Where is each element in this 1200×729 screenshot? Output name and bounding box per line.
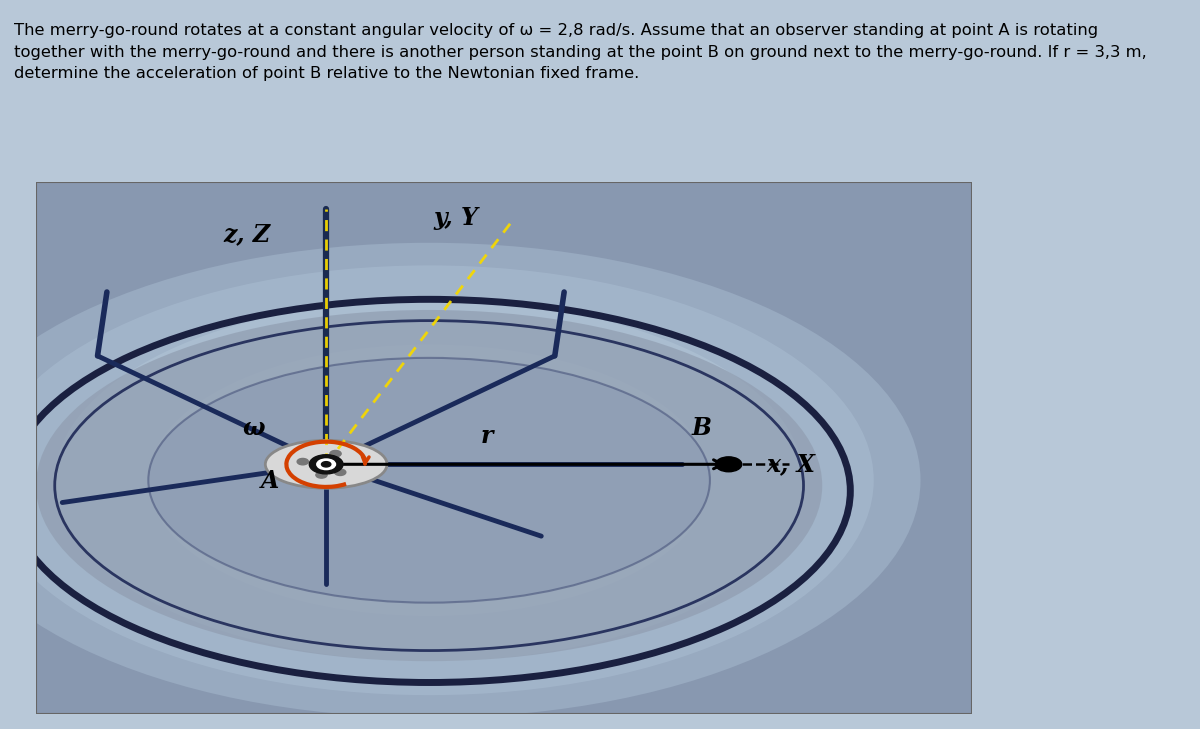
Text: r: r: [481, 424, 493, 448]
Text: z, Z: z, Z: [223, 222, 270, 246]
Circle shape: [322, 461, 331, 467]
Circle shape: [310, 455, 343, 474]
Text: ω: ω: [242, 416, 264, 440]
Circle shape: [317, 459, 336, 469]
Text: y, Y: y, Y: [434, 206, 479, 230]
Circle shape: [715, 457, 742, 472]
Circle shape: [330, 451, 341, 457]
Ellipse shape: [0, 265, 874, 695]
Ellipse shape: [265, 440, 388, 488]
Ellipse shape: [55, 300, 804, 661]
Ellipse shape: [149, 358, 710, 603]
Text: The merry-go-round rotates at a constant angular velocity of ω = 2,8 rad/s. Assu: The merry-go-round rotates at a constant…: [14, 23, 1147, 81]
Ellipse shape: [149, 345, 710, 616]
Text: A: A: [260, 469, 280, 494]
Ellipse shape: [36, 310, 822, 661]
Text: B: B: [691, 416, 712, 440]
Circle shape: [316, 472, 328, 478]
Text: x, X: x, X: [766, 452, 815, 476]
Ellipse shape: [0, 243, 920, 718]
Circle shape: [298, 459, 308, 465]
Circle shape: [335, 469, 346, 475]
